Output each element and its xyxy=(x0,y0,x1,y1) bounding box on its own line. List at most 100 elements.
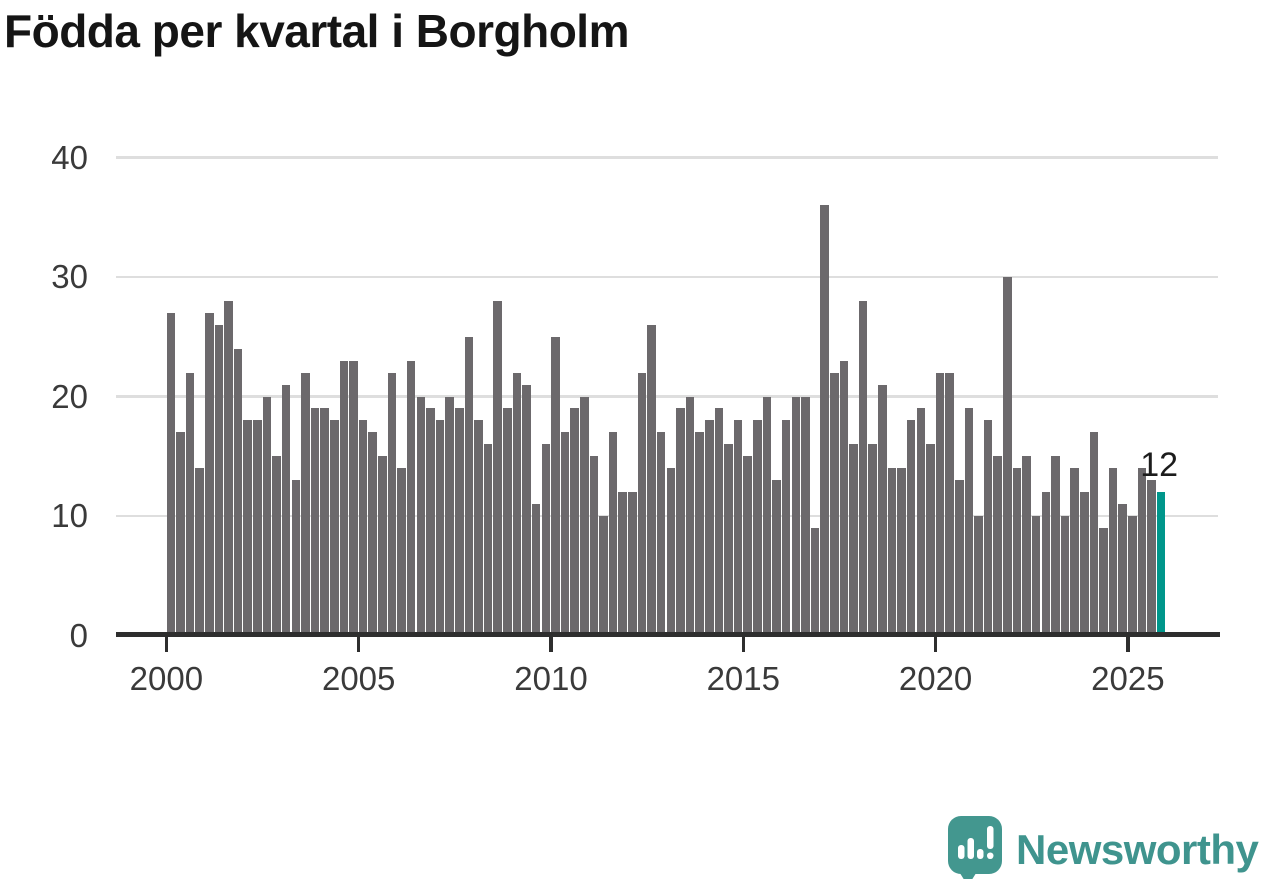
bar xyxy=(358,420,368,636)
bar xyxy=(185,372,195,636)
bar xyxy=(676,408,685,636)
bar xyxy=(618,492,628,636)
bar xyxy=(954,480,964,636)
bar xyxy=(1070,468,1079,636)
bar xyxy=(743,456,753,636)
x-axis-label-2010: 2010 xyxy=(514,660,588,697)
bar xyxy=(310,408,320,636)
bar xyxy=(320,408,329,636)
bar xyxy=(560,432,570,636)
x-axis-label-2020: 2020 xyxy=(898,660,973,697)
bar xyxy=(1099,527,1108,636)
bar xyxy=(522,384,531,636)
gridline-y-40 xyxy=(116,156,1218,159)
bar xyxy=(897,468,906,636)
bar xyxy=(1022,456,1031,636)
bar xyxy=(926,444,935,636)
bar xyxy=(281,384,291,636)
brand-name: Newsworthy xyxy=(1016,826,1259,873)
bar xyxy=(666,468,676,636)
bar xyxy=(810,527,820,636)
bar xyxy=(166,312,176,636)
bar xyxy=(993,456,1003,636)
bar-highlight xyxy=(1156,492,1166,636)
bar xyxy=(416,396,426,636)
bar xyxy=(349,360,358,636)
bar xyxy=(656,432,666,636)
bar xyxy=(868,444,878,636)
bar xyxy=(781,420,791,636)
bar xyxy=(983,420,993,636)
x-axis-label-2015: 2015 xyxy=(706,660,780,697)
bar xyxy=(906,420,916,636)
x-axis-label-2000: 2000 xyxy=(129,660,204,697)
bar xyxy=(964,408,974,636)
bar xyxy=(262,396,272,636)
bar xyxy=(935,372,945,636)
y-axis-label-10: 10 xyxy=(51,497,88,534)
bar xyxy=(801,396,810,636)
newsworthy-logo-icon xyxy=(948,816,1002,879)
bar xyxy=(685,396,695,636)
bar xyxy=(1118,504,1128,636)
bar xyxy=(849,444,858,636)
chart-title: Födda per kvartal i Borgholm xyxy=(4,5,630,57)
bar xyxy=(878,384,887,636)
gridline-y-20 xyxy=(116,395,1218,398)
bar xyxy=(791,396,801,636)
bar xyxy=(406,360,416,636)
gridline-y-30 xyxy=(116,275,1218,279)
bar xyxy=(503,408,512,636)
x-tick-2000 xyxy=(164,636,169,652)
bar xyxy=(647,324,656,636)
bar xyxy=(714,408,724,636)
y-axis-label-30: 30 xyxy=(51,258,88,295)
bar xyxy=(858,300,868,636)
bar xyxy=(493,300,503,636)
bar xyxy=(387,372,397,636)
x-tick-2025 xyxy=(1126,636,1130,652)
bar xyxy=(695,432,704,636)
bar xyxy=(704,420,714,636)
bar xyxy=(483,444,493,636)
last-value-annotation: 12 xyxy=(1140,446,1179,485)
bar xyxy=(589,456,599,636)
x-tick-2010 xyxy=(549,636,553,652)
bar xyxy=(301,372,310,636)
bar xyxy=(531,504,541,636)
bar xyxy=(291,480,301,636)
bar xyxy=(945,372,954,636)
bar xyxy=(1051,456,1060,636)
bar xyxy=(445,396,454,636)
bar xyxy=(464,336,474,636)
bar xyxy=(570,408,579,636)
bar xyxy=(368,432,378,636)
bar xyxy=(214,324,224,636)
bar xyxy=(887,468,897,636)
bar xyxy=(474,420,483,636)
bar xyxy=(253,420,262,636)
bar xyxy=(1108,468,1118,636)
bar xyxy=(829,372,839,636)
bar xyxy=(1031,516,1041,636)
bar xyxy=(1003,277,1012,636)
bar xyxy=(397,468,406,636)
bar xyxy=(1079,492,1089,636)
bar xyxy=(974,516,983,636)
x-axis-line xyxy=(116,631,1220,637)
bar xyxy=(176,432,185,636)
bar xyxy=(233,348,243,636)
bar xyxy=(329,420,339,636)
bar xyxy=(551,336,560,636)
x-axis-label-2025: 2025 xyxy=(1091,660,1165,697)
bar xyxy=(224,300,233,636)
bar xyxy=(608,432,618,636)
bar xyxy=(512,372,522,636)
y-axis-label-40: 40 xyxy=(51,138,88,176)
y-axis-label-0: 0 xyxy=(69,616,88,654)
bar xyxy=(1012,468,1022,636)
bar xyxy=(724,444,733,636)
bar xyxy=(541,444,551,636)
x-tick-2020 xyxy=(933,636,938,652)
